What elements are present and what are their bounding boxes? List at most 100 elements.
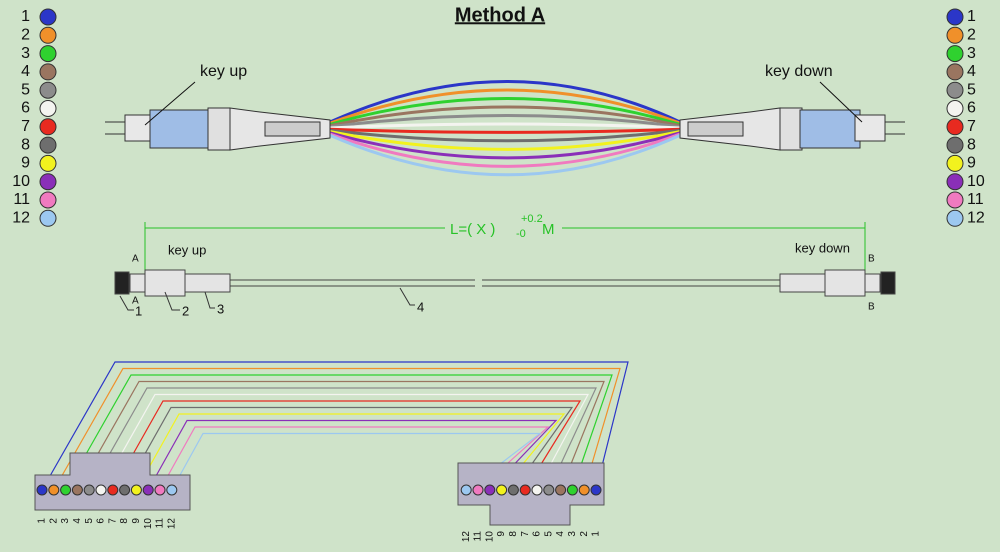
title: Method A bbox=[455, 4, 545, 26]
legend-dot bbox=[946, 100, 964, 117]
part-label: 2 bbox=[182, 303, 189, 318]
legend-dot bbox=[39, 8, 57, 26]
pin-label: 8 bbox=[508, 531, 519, 537]
pin-label: 7 bbox=[107, 518, 118, 524]
fiber-end bbox=[95, 484, 107, 496]
legend-label: 11 bbox=[13, 191, 30, 208]
legend-label: 6 bbox=[21, 100, 30, 117]
fiber-end bbox=[496, 484, 508, 496]
fiber-end bbox=[71, 484, 83, 496]
end-b-top: B bbox=[868, 254, 875, 265]
legend-label: 3 bbox=[21, 45, 30, 62]
tolerance-upper: +0.2 bbox=[521, 213, 543, 225]
legend-label: 2 bbox=[21, 27, 30, 44]
end-b-bottom: B bbox=[868, 302, 875, 313]
pin-label: 8 bbox=[119, 518, 130, 524]
legend-label: 6 bbox=[967, 100, 976, 117]
pin-label: 3 bbox=[60, 518, 71, 524]
legend-label: 10 bbox=[967, 173, 985, 190]
right-connector bbox=[679, 107, 905, 151]
pin-label: 9 bbox=[496, 531, 507, 537]
legend-label: 8 bbox=[21, 136, 30, 153]
fiber-end bbox=[555, 484, 567, 496]
fiber-end bbox=[484, 484, 496, 496]
legend-dot bbox=[946, 136, 964, 154]
legend-dot bbox=[946, 154, 964, 172]
legend-label: 7 bbox=[967, 118, 976, 135]
fiber-route bbox=[100, 393, 590, 491]
fiber-end bbox=[107, 484, 119, 496]
legend-label: 9 bbox=[967, 155, 976, 172]
legend-dot bbox=[39, 63, 57, 81]
fiber bbox=[329, 80, 681, 124]
legend-label: 5 bbox=[21, 81, 30, 98]
fiber-end bbox=[566, 484, 578, 496]
fiber-route bbox=[53, 367, 621, 491]
legend-dot bbox=[946, 8, 964, 26]
legend-dot bbox=[946, 45, 964, 63]
fiber bbox=[329, 132, 681, 168]
end-a-top: A bbox=[132, 254, 139, 265]
pin-label: 1 bbox=[591, 531, 602, 537]
pin-label: 6 bbox=[96, 518, 107, 524]
legend-dot bbox=[946, 191, 964, 209]
fiber-end bbox=[60, 484, 72, 496]
fiber-end bbox=[154, 484, 166, 496]
pin-label: 6 bbox=[532, 531, 543, 537]
legend-dot bbox=[39, 191, 57, 209]
fiber-route bbox=[147, 419, 558, 491]
legend-dot bbox=[39, 100, 57, 117]
fiber-end bbox=[83, 484, 95, 496]
legend-dot bbox=[39, 209, 57, 227]
part-label: 4 bbox=[417, 299, 424, 314]
drawing-left-key: key up bbox=[168, 242, 206, 257]
fiber-route bbox=[124, 406, 574, 491]
legend-dot bbox=[39, 173, 57, 191]
legend-label: 12 bbox=[12, 210, 30, 227]
unit: M bbox=[542, 221, 555, 238]
pin-label: 4 bbox=[555, 531, 566, 537]
legend-dot bbox=[39, 136, 57, 154]
fiber bbox=[329, 131, 681, 160]
left-ferrule bbox=[34, 452, 191, 511]
pin-label: 10 bbox=[143, 518, 154, 530]
legend-dot bbox=[39, 45, 57, 63]
tolerance-lower: -0 bbox=[516, 228, 526, 240]
fiber bbox=[329, 88, 681, 125]
legend-label: 3 bbox=[967, 45, 976, 62]
legend-dot bbox=[946, 26, 964, 44]
legend-dot bbox=[946, 209, 964, 227]
legend-label: 7 bbox=[21, 118, 30, 135]
legend-label: 5 bbox=[967, 81, 976, 98]
pin-label: 12 bbox=[461, 531, 472, 543]
fiber-end bbox=[130, 484, 142, 496]
legend-dot bbox=[39, 154, 57, 172]
fiber-end bbox=[578, 484, 590, 496]
legend-label: 9 bbox=[21, 155, 30, 172]
top-left-label: key up bbox=[200, 63, 247, 80]
part-label: 3 bbox=[217, 301, 224, 316]
fiber-route bbox=[159, 426, 550, 491]
legend-label: 12 bbox=[967, 210, 985, 227]
legend-label: 11 bbox=[967, 191, 984, 208]
pin-label: 3 bbox=[567, 531, 578, 537]
fiber bbox=[329, 105, 681, 128]
pin-label: 4 bbox=[72, 518, 83, 524]
legend-dot bbox=[946, 81, 964, 99]
legend-label: 1 bbox=[21, 8, 30, 25]
length-label: L=( X ) bbox=[450, 221, 495, 238]
legend-dot bbox=[946, 63, 964, 81]
fiber bbox=[329, 113, 681, 129]
fiber-end bbox=[531, 484, 543, 496]
legend-dot bbox=[39, 26, 57, 44]
fiber-route bbox=[135, 413, 566, 491]
fiber-end bbox=[166, 484, 178, 496]
legend-label: 1 bbox=[967, 8, 976, 25]
legend-label: 4 bbox=[21, 63, 30, 80]
end-a-bottom: A bbox=[132, 296, 139, 307]
part-label: 1 bbox=[135, 303, 142, 318]
fiber bbox=[329, 97, 681, 126]
fiber bbox=[329, 130, 681, 151]
legend-dot bbox=[39, 118, 57, 136]
leader bbox=[144, 81, 196, 126]
